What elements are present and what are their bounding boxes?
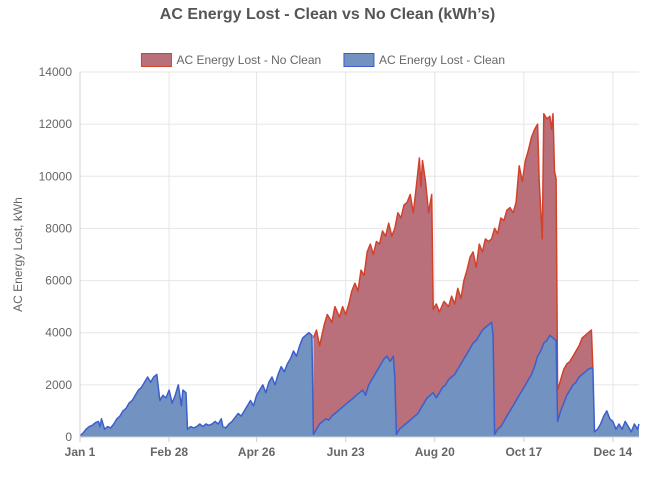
y-tick-label: 4000: [45, 326, 72, 340]
legend-swatch-0: [140, 53, 172, 67]
legend-label-1: AC Energy Lost - Clean: [379, 53, 505, 67]
y-tick-label: 10000: [39, 169, 73, 183]
y-axis-label: AC Energy Lost, kWh: [11, 197, 25, 312]
x-tick-label: Jun 23: [327, 445, 365, 459]
y-tick-label: 8000: [45, 221, 72, 235]
legend-layer: AC Energy Lost - No Clean AC Energy Lost …: [140, 53, 505, 67]
x-tick-label: Jan 1: [65, 445, 96, 459]
x-tick-label: Feb 28: [150, 445, 188, 459]
y-tick-label: 0: [65, 430, 72, 444]
y-tick-label: 2000: [45, 378, 72, 392]
y-tick-label: 6000: [45, 274, 72, 288]
series-line-0: [312, 112, 594, 391]
series-area-0: [313, 113, 593, 437]
y-tick-label: 12000: [39, 117, 73, 131]
x-tick-label: Oct 17: [505, 445, 542, 459]
y-tick-label: 14000: [39, 65, 73, 79]
series-layer: [79, 112, 640, 437]
chart-title: AC Energy Lost - Clean vs No Clean (kWh’…: [159, 6, 496, 23]
x-tick-label: Dec 14: [594, 445, 633, 459]
axis-layer: 0 2000 4000 6000 8000 10000 12000 14000 Jan 1 Feb…: [11, 65, 639, 459]
x-tick-label: Apr 26: [238, 445, 276, 459]
legend-swatch-1: [343, 53, 375, 67]
series-line-1: [79, 321, 640, 437]
legend-label-0: AC Energy Lost - No Clean: [176, 53, 321, 67]
x-tick-label: Aug 20: [415, 445, 455, 459]
series-area-1: [80, 322, 639, 437]
